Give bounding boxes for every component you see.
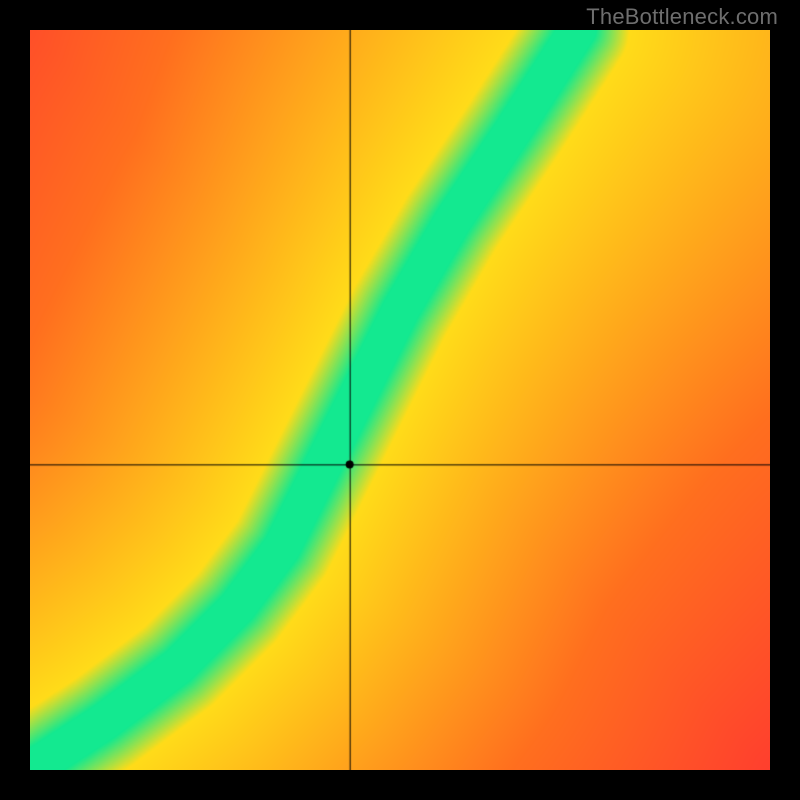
- heatmap-canvas: [30, 30, 770, 770]
- heatmap-plot: [30, 30, 770, 770]
- watermark-text: TheBottleneck.com: [586, 4, 778, 30]
